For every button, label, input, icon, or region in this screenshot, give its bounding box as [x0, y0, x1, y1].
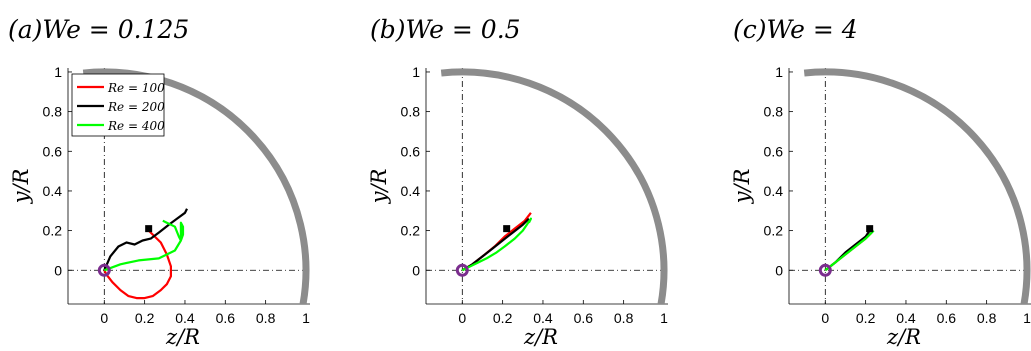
- x-tick-label: 0: [458, 310, 466, 326]
- y-tick-label: 0: [775, 262, 783, 278]
- plot-area: [789, 68, 1031, 304]
- x-tick-label: 1: [302, 310, 310, 326]
- y-tick-label: 0: [54, 262, 62, 278]
- trajectory-re-200: [103, 208, 188, 271]
- x-tick-label: 0.2: [493, 310, 513, 326]
- trajectory-re-400: [824, 229, 875, 272]
- x-tick-label: 0.6: [216, 310, 236, 326]
- legend-label: Re = 400: [107, 119, 165, 133]
- panel-title: (b)We = 0.5: [370, 15, 521, 44]
- x-tick-label: 0.8: [977, 310, 997, 326]
- trajectory-re-100: [461, 212, 532, 272]
- plot-area: [426, 68, 668, 304]
- y-tick-label: 0.6: [43, 143, 63, 159]
- y-tick-label: 1: [412, 64, 420, 80]
- y-tick-label: 0.6: [764, 143, 784, 159]
- trajectory-re-100: [103, 229, 172, 300]
- x-tick-label: 1: [660, 310, 668, 326]
- y-tick-label: 0.4: [43, 183, 63, 199]
- panel-title: (c)We = 4: [733, 15, 858, 44]
- x-axis-label: z/R: [165, 325, 200, 349]
- origin-marker: [818, 263, 832, 277]
- x-tick-label: 0.4: [533, 310, 553, 326]
- panel-b: (b)We = 0.5 0 0.2 0.4 0.6 0.8 1 0 0.2 0.4 0.6 0.8 1 z…: [367, 15, 668, 349]
- y-tick-label: 1: [775, 64, 783, 80]
- x-tick-label: 0.2: [856, 310, 876, 326]
- legend-label: Re = 200: [107, 100, 165, 114]
- x-tick-label: 0.2: [135, 310, 155, 326]
- y-tick-label: 0.2: [43, 223, 63, 239]
- y-tick-label: 0.8: [43, 104, 63, 120]
- x-tick-label: 0: [821, 310, 829, 326]
- legend-label: Re = 100: [107, 81, 165, 95]
- x-tick-label: 0.6: [574, 310, 594, 326]
- y-axis-label: y/R: [730, 168, 754, 204]
- y-tick-label: 0.2: [764, 223, 784, 239]
- panel-c: (c)We = 4 0 0.2 0.4 0.6 0.8 1 0 0.2 0.4 0.6 0.8 1 z/R…: [730, 15, 1031, 349]
- x-tick-label: 0.8: [614, 310, 634, 326]
- y-tick-label: 0.8: [764, 104, 784, 120]
- y-tick-label: 0.4: [764, 183, 784, 199]
- start-point-marker: [145, 225, 153, 233]
- start-point-marker: [866, 225, 874, 233]
- x-tick-label: 1: [1023, 310, 1031, 326]
- x-tick-label: 0.4: [896, 310, 916, 326]
- origin-marker: [455, 263, 469, 277]
- x-tick-label: 0: [100, 310, 108, 326]
- x-axis-label: z/R: [886, 325, 921, 349]
- x-tick-label: 0.8: [256, 310, 276, 326]
- start-point-marker: [503, 225, 511, 233]
- y-tick-label: 0.8: [401, 104, 421, 120]
- y-axis-label: y/R: [9, 168, 33, 204]
- trajectory-re-200: [461, 217, 530, 272]
- y-tick-label: 0.6: [401, 143, 421, 159]
- x-axis-label: z/R: [523, 325, 558, 349]
- panel-title: (a)We = 0.125: [8, 15, 189, 44]
- y-tick-label: 0.4: [401, 183, 421, 199]
- origin-marker: [97, 263, 111, 277]
- x-tick-label: 0.4: [175, 310, 195, 326]
- pipe-wall-arc: [803, 68, 1031, 304]
- panel-a: (a)We = 0.125 0 0.2 0.4 0.6 0.8 1 0 0.2 0.4 0.6 0.8…: [8, 15, 310, 349]
- y-axis-label: y/R: [367, 168, 391, 204]
- x-tick-label: 0.6: [937, 310, 957, 326]
- trajectory-re-400: [103, 219, 185, 272]
- pipe-wall-arc: [440, 68, 668, 304]
- y-tick-label: 0: [412, 262, 420, 278]
- y-tick-label: 1: [54, 64, 62, 80]
- y-tick-label: 0.2: [401, 223, 421, 239]
- trajectory-re-400: [461, 217, 532, 272]
